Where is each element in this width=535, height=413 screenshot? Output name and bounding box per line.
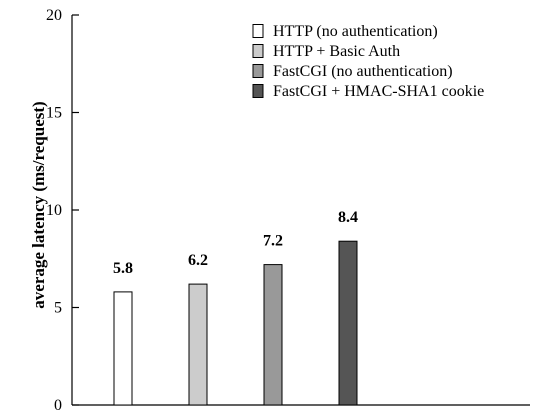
value-label-1: 5.8 — [113, 260, 133, 277]
value-label-2: 6.2 — [188, 252, 208, 269]
y-tick-label-2: 10 — [46, 202, 62, 219]
value-label-3: 7.2 — [263, 233, 283, 250]
legend-swatch-1 — [252, 24, 264, 38]
y-tick-label-3: 15 — [46, 105, 62, 122]
value-label-4: 8.4 — [338, 209, 358, 226]
bar-4 — [338, 240, 358, 406]
bar-2 — [188, 283, 208, 406]
bar-3 — [263, 264, 283, 406]
value-labels: 5.8 6.2 7.2 8.4 — [113, 209, 358, 277]
y-tick-label-1: 5 — [54, 300, 62, 317]
legend: HTTP (no authentication) HTTP + Basic Aut… — [252, 23, 484, 100]
legend-entry-4: FastCGI + HMAC-SHA1 cookie — [273, 83, 484, 100]
legend-swatch-2 — [252, 44, 264, 58]
bars — [113, 240, 358, 406]
y-axis-label: average latency (ms/request) — [29, 101, 48, 308]
y-ticks: 0 5 10 15 20 — [46, 7, 79, 413]
legend-swatch-3 — [252, 64, 264, 78]
legend-swatch-4 — [252, 84, 264, 98]
y-tick-label-4: 20 — [46, 7, 62, 24]
y-tick-label-0: 0 — [54, 397, 62, 413]
legend-entry-1: HTTP (no authentication) — [273, 23, 438, 40]
legend-entry-2: HTTP + Basic Auth — [273, 43, 400, 60]
legend-entry-3: FastCGI (no authentication) — [273, 63, 453, 80]
bar-1 — [113, 291, 133, 406]
